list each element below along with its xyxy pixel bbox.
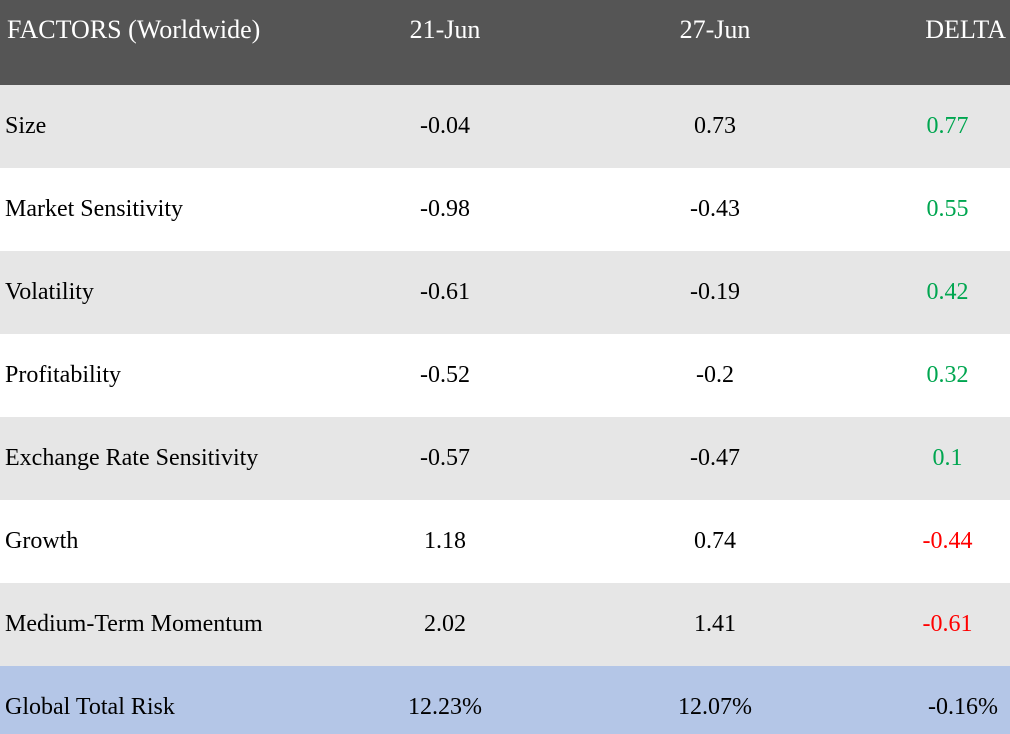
table-row: Volatility -0.61 -0.19 0.42 (0, 251, 1010, 334)
table-row: Market Sensitivity -0.98 -0.43 0.55 (0, 168, 1010, 251)
factor-name: Size (5, 113, 47, 140)
value-21-jun: -0.52 (420, 362, 470, 389)
factor-name: Market Sensitivity (5, 196, 183, 223)
delta-value: 0.32 (926, 362, 969, 389)
factor-name: Volatility (5, 279, 94, 306)
delta-value: 0.55 (926, 196, 969, 223)
delta-value: -0.44 (922, 528, 973, 555)
value-27-jun: 0.73 (694, 113, 736, 140)
header-21-jun: 21-Jun (409, 15, 481, 44)
value-27-jun: 0.74 (694, 528, 736, 555)
table-row: Medium-Term Momentum 2.02 1.41 -0.61 (0, 583, 1010, 666)
factor-name: Exchange Rate Sensitivity (5, 445, 259, 472)
value-21-jun: 2.02 (424, 611, 466, 638)
value-21-jun: -0.61 (420, 279, 470, 306)
delta-value: -0.61 (922, 611, 973, 638)
value-27-jun: 1.41 (694, 611, 736, 638)
table-row: Growth 1.18 0.74 -0.44 (0, 500, 1010, 583)
factor-name: Profitability (5, 362, 121, 389)
table-row: Exchange Rate Sensitivity -0.57 -0.47 0.… (0, 417, 1010, 500)
delta-value: 0.42 (926, 279, 969, 306)
table-row: Size -0.04 0.73 0.77 (0, 85, 1010, 168)
total-delta: -0.16% (928, 694, 998, 721)
delta-value: 0.77 (926, 113, 969, 140)
value-21-jun: -0.57 (420, 445, 470, 472)
total-label: Global Total Risk (5, 694, 175, 721)
total-row: Global Total Risk 12.23% 12.07% -0.16% (0, 666, 1010, 734)
factor-name: Medium-Term Momentum (5, 611, 263, 638)
header-factor: FACTORS (Worldwide) (7, 15, 261, 44)
value-21-jun: -0.04 (420, 113, 470, 140)
value-27-jun: -0.47 (690, 445, 740, 472)
value-21-jun: -0.98 (420, 196, 470, 223)
value-27-jun: -0.19 (690, 279, 740, 306)
header-27-jun: 27-Jun (679, 15, 751, 44)
value-27-jun: -0.2 (696, 362, 734, 389)
total-27-jun: 12.07% (678, 694, 752, 721)
factor-name: Growth (5, 528, 79, 555)
total-21-jun: 12.23% (408, 694, 482, 721)
value-27-jun: -0.43 (690, 196, 740, 223)
table-header: FACTORS (Worldwide) 21-Jun 27-Jun DELTA (0, 0, 1010, 85)
table-row: Profitability -0.52 -0.2 0.32 (0, 334, 1010, 417)
header-delta: DELTA (925, 15, 1006, 44)
value-21-jun: 1.18 (424, 528, 466, 555)
delta-value: 0.1 (932, 445, 963, 472)
